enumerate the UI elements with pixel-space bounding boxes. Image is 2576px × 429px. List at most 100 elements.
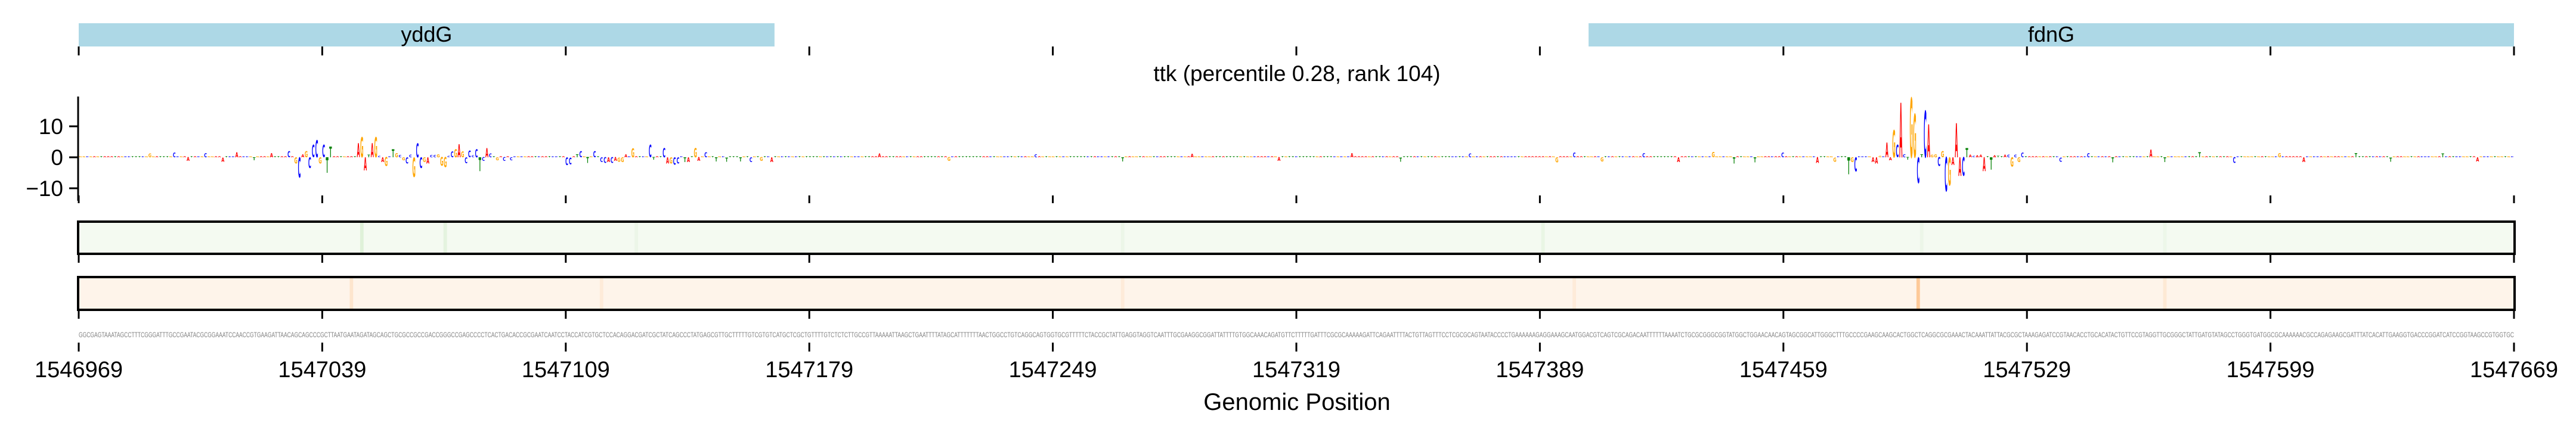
logo-letter-G: G: [1274, 156, 1277, 158]
logo-letter-A: A: [544, 156, 547, 158]
track-stripe: [443, 222, 447, 254]
logo-letter-T: T: [1660, 156, 1663, 158]
logo-letter-T: T: [2386, 156, 2389, 158]
logo-letter-T: T: [1323, 156, 1326, 158]
logo-letter-C: C: [1455, 156, 1458, 158]
logo-letter-C: C: [2275, 156, 2278, 158]
logo-letter-G: G: [2462, 156, 2465, 158]
logo-letter-A: A: [1580, 156, 1583, 158]
logo-letter-G: G: [2212, 156, 2215, 158]
logo-letter-T: T: [652, 157, 655, 161]
logo-letter-G: G: [621, 157, 624, 164]
logo-letter-G: G: [1625, 156, 1628, 158]
logo-letter-A: A: [1976, 156, 1979, 158]
logo-letter-C: C: [2139, 156, 2142, 158]
logo-letter-T: T: [1448, 156, 1451, 158]
logo-letter-G: G: [1208, 156, 1211, 158]
logo-letter-G: G: [145, 156, 148, 158]
logo-letter-G: G: [1184, 156, 1187, 158]
logo-letter-T: T: [1055, 156, 1058, 158]
logo-letter-G: G: [1635, 156, 1638, 158]
logo-letter-G: G: [1389, 156, 1392, 158]
logo-letter-A: A: [656, 156, 659, 158]
logo-letter-C: C: [128, 156, 131, 158]
logo-letter-A: A: [2320, 156, 2323, 158]
logo-letter-G: G: [208, 156, 210, 158]
logo-letter-G: G: [2063, 156, 2066, 158]
logo-letter-T: T: [2355, 153, 2358, 158]
logo-letter-T: T: [683, 157, 686, 164]
logo-letter-T: T: [1219, 156, 1222, 158]
logo-letter-G: G: [294, 156, 297, 166]
logo-letter-T: T: [1174, 156, 1176, 158]
x-tick-label: 1547529: [1983, 358, 2071, 383]
logo-letter-A: A: [2292, 156, 2295, 158]
logo-letter-G: G: [211, 156, 214, 158]
logo-letter-A: A: [93, 156, 96, 158]
logo-letter-A: A: [1649, 156, 1652, 158]
logo-letter-C: C: [465, 156, 467, 166]
x-tick-label: 1547039: [278, 358, 366, 383]
logo-letter-A: A: [624, 154, 628, 158]
logo-letter-T: T: [100, 156, 103, 158]
logo-letter-A: A: [1684, 156, 1687, 158]
logo-letter-A: A: [1680, 156, 1683, 158]
track-stripe: [349, 277, 354, 310]
logo-letter-A: A: [666, 156, 669, 166]
logo-letter-C: C: [2184, 156, 2187, 158]
logo-letter-G: G: [1239, 156, 1242, 158]
logo-letter-C: C: [1771, 156, 1774, 158]
logo-letter-T: T: [2122, 156, 2125, 158]
logo-letter-A: A: [236, 151, 239, 160]
logo-letter-C: C: [246, 156, 249, 158]
logo-letter-C: C: [1701, 156, 1704, 158]
logo-letter-T: T: [2254, 156, 2257, 158]
logo-letter-A: A: [1677, 157, 1680, 164]
logo-letter-C: C: [1708, 156, 1711, 158]
logo-letter-C: C: [1691, 156, 1694, 158]
logo-letter-A: A: [1277, 156, 1280, 162]
logo-letter-C: C: [1267, 156, 1270, 158]
logo-letter-G: G: [1757, 156, 1760, 158]
logo-letter-T: T: [1045, 156, 1048, 158]
logo-letter-G: G: [1132, 156, 1135, 158]
logo-letter-G: G: [2010, 154, 2013, 170]
logo-letter-A: A: [381, 157, 384, 164]
logo-letter-A: A: [1142, 156, 1145, 158]
logo-letter-A: A: [896, 156, 899, 158]
logo-letter-C: C: [1107, 156, 1110, 158]
logo-letter-G: G: [999, 156, 1002, 158]
logo-letter-C: C: [2511, 156, 2514, 158]
y-tick-label: 0: [51, 145, 63, 170]
logo-letter-A: A: [1024, 156, 1027, 158]
logo-letter-C: C: [1903, 154, 1906, 158]
logo-letter-C: C: [434, 156, 436, 158]
logo-letter-A: A: [426, 156, 429, 166]
logo-letter-G: G: [82, 156, 85, 158]
logo-letter-G: G: [2142, 156, 2145, 158]
gene-bar: [79, 23, 775, 46]
logo-letter-A: A: [614, 156, 617, 162]
logo-letter-G: G: [89, 156, 92, 158]
logo-letter-G: G: [902, 156, 905, 158]
logo-letter-T: T: [1820, 156, 1823, 158]
logo-letter-G: G: [2309, 156, 2312, 158]
logo-letter-C: C: [989, 156, 992, 158]
logo-letter-T: T: [2504, 156, 2507, 158]
logo-letter-A: A: [1927, 116, 1930, 169]
sequence-text: GGCGAGTAAATAGCCTTTCGGGATTTGCCGAATACGCGGA…: [79, 331, 2514, 339]
logo-letter-A: A: [607, 157, 610, 164]
logo-letter-T: T: [559, 156, 562, 158]
logo-letter-T: T: [1406, 156, 1409, 158]
logo-letter-G: G: [2500, 156, 2503, 158]
logo-letter-C: C: [906, 156, 909, 158]
logo-letter-G: G: [791, 156, 794, 158]
logo-letter-A: A: [1493, 156, 1496, 158]
logo-letter-T: T: [1844, 156, 1847, 158]
logo-letter-C: C: [312, 142, 315, 161]
logo-letter-C: C: [405, 156, 408, 166]
logo-letter-C: C: [2097, 156, 2100, 158]
logo-letter-C: C: [1861, 156, 1864, 158]
logo-letter-T: T: [1076, 156, 1079, 158]
